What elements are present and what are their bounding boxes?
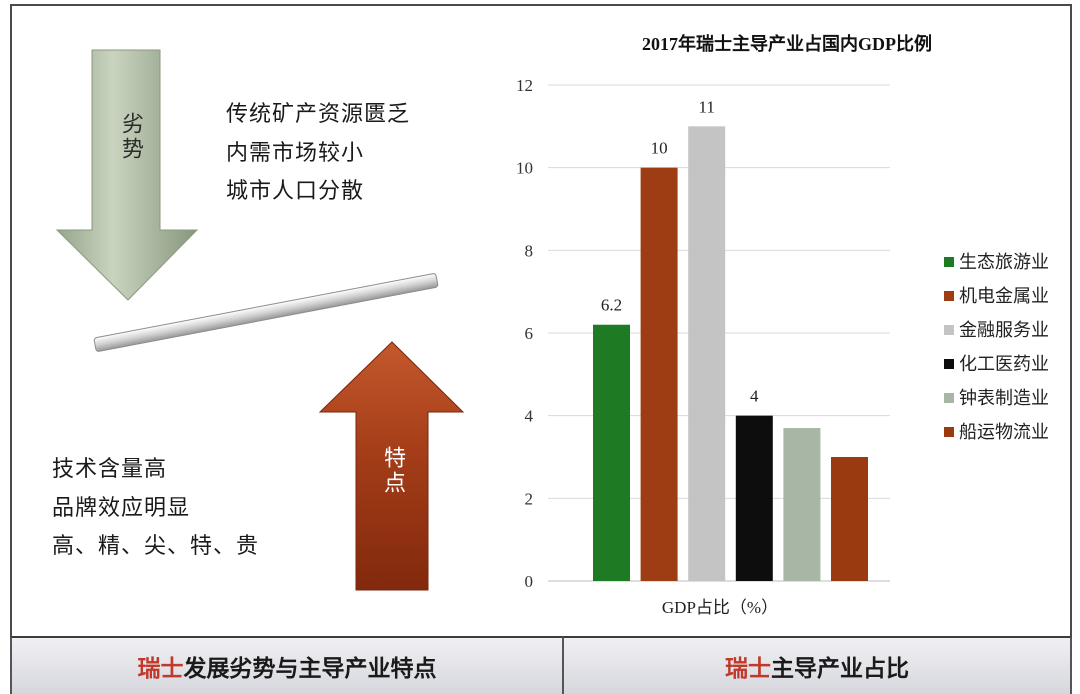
seesaw-diagram: [55, 49, 465, 591]
weakness-item: 传统矿产资源匮乏: [226, 102, 411, 127]
data-label-2: 10: [651, 139, 668, 158]
footer-caption-right: 瑞士 主导产业占比: [562, 636, 1072, 694]
data-label-1: 6.2: [601, 296, 622, 315]
y-tick-label: 4: [525, 407, 534, 426]
y-tick-label: 12: [516, 76, 533, 95]
legend-label-2: 机电金属业: [959, 286, 1049, 307]
caption-text: 发展劣势与主导产业特点: [183, 656, 437, 682]
y-tick-label: 0: [525, 572, 534, 591]
legend-label-5: 钟表制造业: [959, 388, 1049, 409]
seesaw-beam: [93, 273, 439, 352]
legend-label-4: 化工医药业: [959, 354, 1049, 375]
x-axis-label: GDP占比（%）: [662, 598, 778, 617]
feature-up-arrow: [318, 341, 465, 591]
chart-title: 2017年瑞士主导产业占国内GDP比例: [642, 34, 932, 54]
feature-item: 高、精、尖、特、贵: [52, 534, 260, 559]
legend-swatch-1: [944, 257, 954, 267]
caption-text: 主导产业占比: [771, 656, 909, 682]
legend-swatch-2: [944, 291, 954, 301]
legend-swatch-5: [944, 393, 954, 403]
legend-label-6: 船运物流业: [959, 422, 1049, 443]
bar-chart: 0 2 4 6 8 10 12 6.2 10 11 4 GDP占比（%） 生态旅游业机电金属业金融服务业…: [516, 76, 1049, 617]
weakness-item: 城市人口分散: [226, 179, 365, 204]
weakness-down-arrow: [55, 49, 199, 301]
legend-swatch-3: [944, 325, 954, 335]
data-label-3: 11: [699, 97, 715, 116]
y-tick-label: 2: [525, 489, 534, 508]
caption-highlight: 瑞士: [137, 656, 184, 682]
bar-2: [640, 167, 678, 581]
feature-item: 技术含量高: [52, 457, 168, 482]
weakness-list: 传统矿产资源匮乏 内需市场较小 城市人口分散: [226, 103, 410, 219]
feature-list: 技术含量高 品牌效应明显 高、精、尖、特、贵: [52, 458, 259, 574]
legend-label-3: 金融服务业: [959, 320, 1049, 341]
feature-item: 品牌效应明显: [52, 495, 191, 521]
y-tick-label: 10: [516, 159, 533, 178]
weakness-arrow-label: 劣势: [118, 112, 143, 162]
caption-highlight: 瑞士: [725, 656, 771, 682]
content-frame: [10, 4, 1072, 636]
bar-1: [593, 324, 630, 581]
bar-6: [831, 457, 868, 581]
legend-swatch-4: [944, 359, 954, 369]
footer-caption-left: 瑞士 发展劣势与主导产业特点: [10, 636, 562, 694]
y-tick-label: 6: [525, 324, 534, 343]
legend-swatch-6: [944, 427, 954, 437]
bar-4: [735, 415, 773, 581]
data-label-4: 4: [750, 387, 759, 406]
legend-label-1: 生态旅游业: [959, 252, 1049, 273]
y-tick-label: 8: [525, 241, 534, 260]
bar-3: [688, 126, 726, 581]
weakness-item: 内需市场较小: [226, 140, 365, 166]
bar-5: [783, 428, 821, 581]
feature-arrow-label: 特点: [380, 446, 405, 496]
